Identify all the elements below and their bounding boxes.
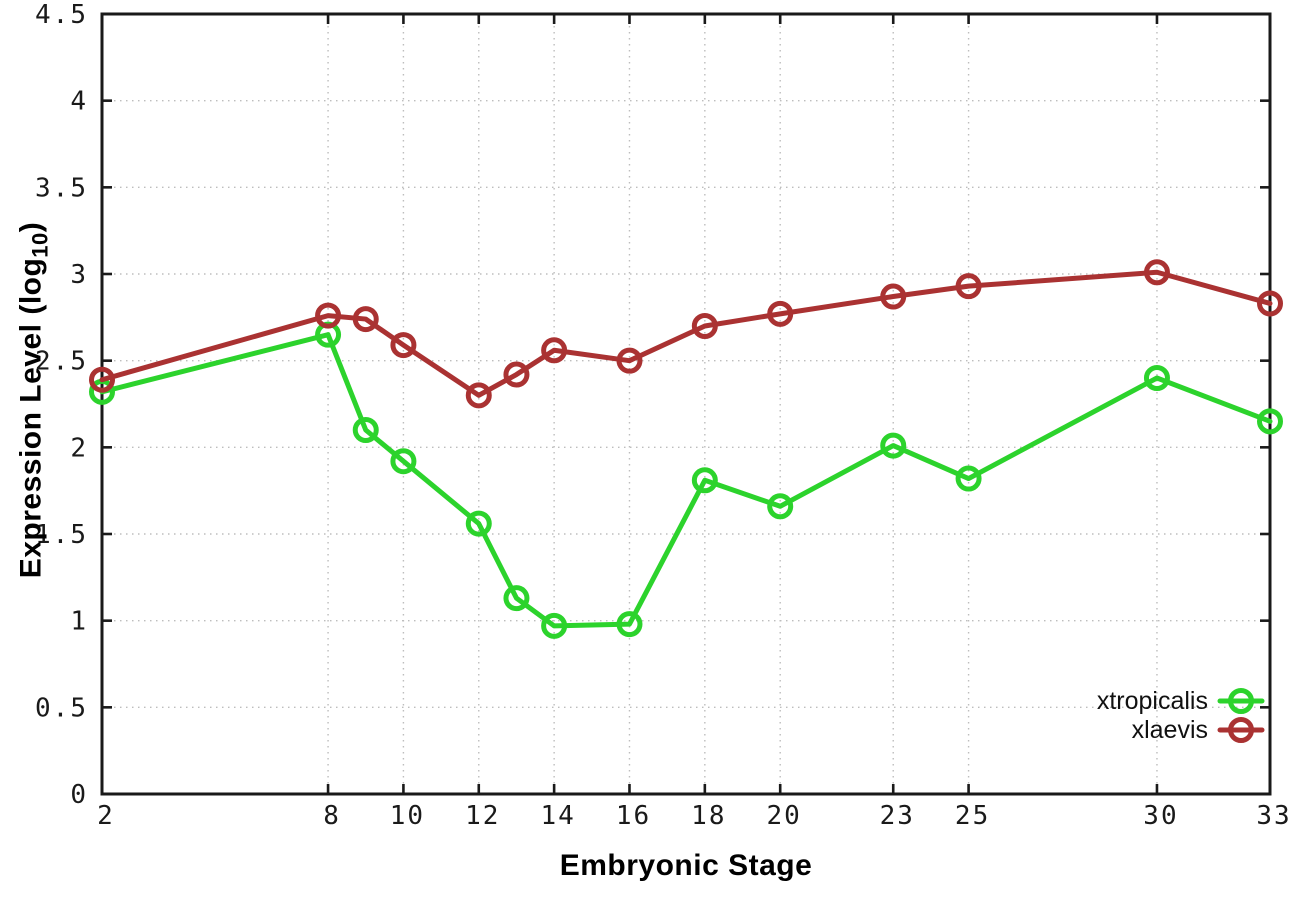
marker-xlaevis — [880, 283, 907, 310]
marker-xlaevis — [955, 273, 982, 300]
x-tick-label: 2 — [97, 801, 115, 831]
y-tick-label: 1.5 — [35, 520, 88, 550]
plot-border — [100, 12, 1272, 796]
y-axis-title-subscript: 10 — [27, 232, 53, 258]
x-tick-label: 14 — [540, 801, 575, 831]
legend-marker-xlaevis — [1228, 717, 1254, 743]
x-tick-label: 23 — [880, 801, 915, 831]
series-line-xtropicalis — [99, 332, 1273, 629]
marker-xtropicalis — [541, 612, 568, 639]
marker-xtropicalis — [955, 465, 982, 492]
marker-xlaevis — [89, 366, 115, 393]
marker-xlaevis — [541, 337, 568, 364]
marker-xlaevis — [691, 313, 718, 339]
y-axis-title: Expression Level (log10) — [15, 222, 54, 579]
marker-xtropicalis — [352, 417, 379, 443]
marker-xtropicalis — [691, 467, 718, 494]
y-tick-label: 1 — [70, 607, 88, 637]
y-tick-label: 4 — [70, 87, 88, 117]
legend-label-xtropicalis: xtropicalis — [1097, 687, 1208, 715]
y-tick-label: 2.5 — [35, 347, 88, 377]
marker-xtropicalis — [465, 510, 492, 537]
marker-xtropicalis — [616, 611, 643, 638]
x-tick-label: 18 — [691, 801, 726, 831]
y-axis-title-close: ) — [14, 221, 48, 233]
x-tick-label: 16 — [616, 801, 651, 831]
x-tick-label: 12 — [465, 801, 500, 831]
x-tick-label: 30 — [1143, 801, 1178, 831]
marker-xlaevis — [465, 382, 492, 409]
marker-xlaevis — [503, 361, 530, 388]
y-tick-label: 4.5 — [35, 0, 88, 30]
marker-xtropicalis — [1257, 408, 1283, 435]
x-axis-title: Embryonic Stage — [559, 849, 813, 882]
marker-xlaevis — [616, 347, 643, 374]
x-tick-label: 33 — [1256, 801, 1291, 831]
y-tick-label: 2 — [70, 433, 88, 463]
marker-xlaevis — [390, 332, 417, 359]
legend-marker-xtropicalis — [1228, 688, 1254, 714]
marker-xlaevis — [1257, 290, 1283, 317]
x-tick-label: 25 — [955, 801, 990, 831]
x-tick-label: 20 — [767, 801, 802, 831]
x-tick-label: 8 — [323, 801, 341, 831]
marker-xtropicalis — [1143, 365, 1170, 391]
y-axis-title-text: Expression Level (log — [14, 257, 48, 579]
marker-xlaevis — [767, 300, 794, 327]
legend-label-xlaevis: xlaevis — [1132, 716, 1208, 744]
marker-xtropicalis — [503, 585, 530, 612]
marker-xtropicalis — [390, 448, 417, 475]
marker-xlaevis — [352, 306, 379, 333]
series-line-xlaevis — [99, 269, 1273, 398]
y-tick-label: 0.5 — [35, 693, 88, 723]
marker-xlaevis — [1143, 259, 1170, 286]
x-tick-label: 10 — [390, 801, 425, 831]
marker-xtropicalis — [880, 432, 907, 459]
y-tick-label: 3.5 — [35, 173, 88, 203]
marker-xlaevis — [315, 302, 342, 329]
marker-xtropicalis — [767, 493, 794, 520]
y-tick-label: 3 — [70, 260, 88, 290]
y-tick-label: 0 — [70, 780, 88, 810]
